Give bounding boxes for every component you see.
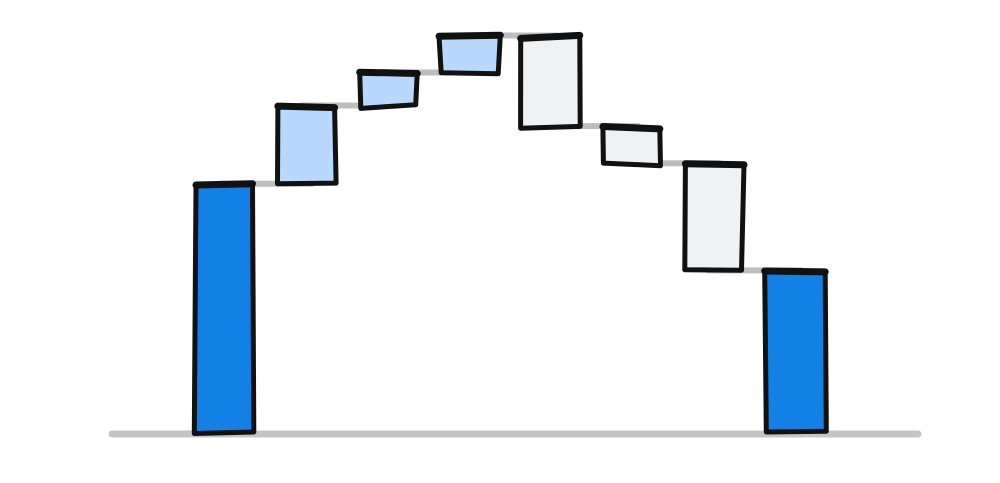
bar-top-stroke [192, 180, 256, 189]
total-bar [191, 181, 257, 436]
bar-top-stroke [435, 31, 504, 40]
increase-bar [275, 103, 339, 187]
bar-top-stroke [681, 160, 748, 169]
bar-top-stroke [517, 31, 584, 42]
increase-bar [436, 32, 503, 77]
increase-bar [357, 69, 420, 111]
decrease-bar [518, 32, 583, 131]
bar-top-stroke [599, 123, 664, 133]
bar-top-stroke [274, 102, 339, 112]
decrease-bar [600, 124, 663, 169]
bar-top-stroke [356, 68, 421, 78]
total-bar [762, 268, 829, 435]
decrease-bar [682, 161, 747, 273]
bar-top-stroke [761, 267, 829, 276]
bars-layer [191, 31, 829, 436]
